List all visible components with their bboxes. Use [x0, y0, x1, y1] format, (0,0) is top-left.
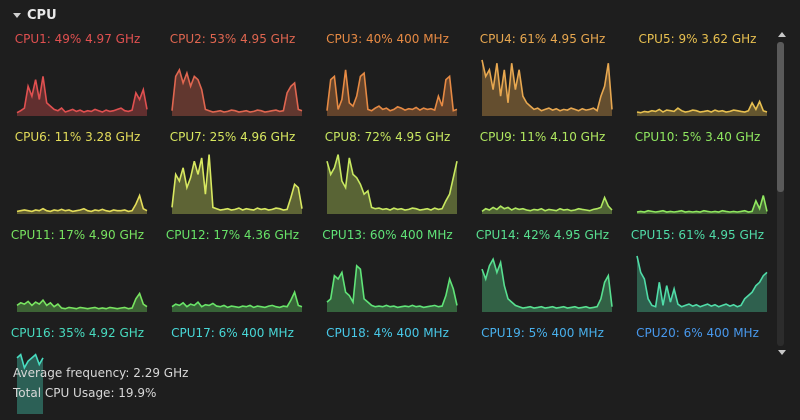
cpu-usage-area: [17, 354, 43, 414]
cpu-usage-graph: [326, 264, 458, 312]
cpu-usage-line: [16, 353, 44, 370]
cpu-core-label: CPU19: 5% 400 MHz: [481, 326, 604, 340]
cpu-usage-line: [326, 69, 458, 112]
cpu-usage-area: [172, 69, 302, 116]
cpu-usage-graph: [171, 67, 303, 116]
cpu-core-label: CPU18: 4% 400 MHz: [326, 326, 449, 340]
cpu-core-cell: CPU5: 9% 3.62 GHz: [620, 30, 775, 126]
scroll-down-arrow-icon[interactable]: [778, 350, 786, 355]
scroll-up-arrow-icon[interactable]: [778, 32, 786, 37]
cpu-usage-line: [171, 154, 303, 211]
cpu-core-label: CPU15: 61% 4.95 GHz: [630, 228, 765, 242]
collapse-triangle-icon[interactable]: [13, 13, 21, 18]
cpu-core-label: CPU12: 17% 4.36 GHz: [165, 228, 300, 242]
cpu-usage-graph: [171, 154, 303, 214]
cpu-usage-area: [482, 259, 612, 312]
cpu-usage-area: [327, 265, 457, 312]
cpu-usage-line: [16, 291, 148, 310]
cpu-core-cell: CPU8: 72% 4.95 GHz: [310, 128, 465, 224]
scrollbar-track[interactable]: [777, 42, 784, 346]
cpu-usage-graph: [16, 193, 148, 214]
section-title: CPU: [27, 8, 57, 23]
cpu-usage-line: [636, 99, 768, 114]
cpu-core-label: CPU3: 40% 400 MHz: [326, 32, 449, 46]
cpu-core-label: CPU17: 6% 400 MHz: [171, 326, 294, 340]
cpu-core-cell: CPU6: 11% 3.28 GHz: [0, 128, 155, 224]
cpu-usage-graph: [326, 69, 458, 116]
cpu-usage-area: [172, 154, 302, 214]
cpu-usage-line: [636, 255, 768, 308]
total-cpu-usage: Total CPU Usage: 19.9%: [13, 386, 157, 400]
cpu-core-cell: CPU10: 5% 3.40 GHz: [620, 128, 775, 224]
cpu-usage-graph: [16, 353, 44, 414]
cpu-usage-area: [172, 292, 302, 312]
cpu-core-label: CPU5: 9% 3.62 GHz: [638, 32, 757, 46]
cpu-usage-line: [16, 76, 148, 114]
cpu-core-cell: CPU4: 61% 4.95 GHz: [465, 30, 620, 126]
cpu-core-label: CPU10: 5% 3.40 GHz: [634, 130, 761, 144]
cpu-core-cell: CPU13: 60% 400 MHz: [310, 226, 465, 322]
cpu-usage-graph: [636, 255, 768, 312]
cpu-core-cell: CPU16: 35% 4.92 GHz: [0, 324, 155, 420]
cpu-usage-area: [637, 101, 767, 116]
cpu-core-cell: CPU19: 5% 400 MHz: [465, 324, 620, 420]
cpu-usage-graph: [636, 99, 768, 116]
cpu-usage-area: [327, 154, 457, 214]
average-frequency: Average frequency: 2.29 GHz: [13, 366, 189, 380]
cpu-usage-graph: [326, 154, 458, 214]
cpu-core-cell: CPU3: 40% 400 MHz: [310, 30, 465, 126]
cpu-core-label: CPU14: 42% 4.95 GHz: [475, 228, 610, 242]
cpu-core-cell: CPU18: 4% 400 MHz: [310, 324, 465, 420]
cpu-usage-graph: [171, 289, 303, 312]
cpu-usage-area: [637, 255, 767, 312]
cpu-usage-line: [636, 195, 768, 213]
vertical-scrollbar[interactable]: [776, 30, 789, 360]
cpu-core-label: CPU2: 53% 4.95 GHz: [169, 32, 296, 46]
cpu-usage-area: [482, 197, 612, 214]
cpu-core-cell: CPU2: 53% 4.95 GHz: [155, 30, 310, 126]
cpu-core-cell: CPU11: 17% 4.90 GHz: [0, 226, 155, 322]
cpu-usage-line: [481, 257, 613, 309]
cpu-core-label: CPU8: 72% 4.95 GHz: [324, 130, 451, 144]
cpu-usage-area: [482, 59, 612, 116]
cpu-core-label: CPU9: 11% 4.10 GHz: [479, 130, 606, 144]
cpu-usage-graph: [481, 195, 613, 214]
cpu-usage-graph: [636, 195, 768, 214]
cpu-core-label: CPU4: 61% 4.95 GHz: [479, 32, 606, 46]
cpu-usage-graph: [16, 76, 148, 116]
cpu-usage-line: [481, 59, 613, 113]
cpu-usage-line: [171, 67, 303, 113]
cpu-core-label: CPU13: 60% 400 MHz: [322, 228, 453, 242]
cpu-core-cell: CPU14: 42% 4.95 GHz: [465, 226, 620, 322]
cpu-core-label: CPU7: 25% 4.96 GHz: [169, 130, 296, 144]
cpu-usage-graph: [481, 59, 613, 116]
cpu-core-label: CPU1: 49% 4.97 GHz: [14, 32, 141, 46]
cpu-core-cell: CPU9: 11% 4.10 GHz: [465, 128, 620, 224]
cpu-core-cell: CPU12: 17% 4.36 GHz: [155, 226, 310, 322]
cpu-usage-area: [637, 195, 767, 214]
cpu-usage-line: [171, 289, 303, 309]
cpu-usage-graph: [481, 257, 613, 312]
cpu-core-label: CPU20: 6% 400 MHz: [636, 326, 759, 340]
cpu-usage-area: [17, 195, 147, 214]
cpu-core-label: CPU11: 17% 4.90 GHz: [10, 228, 145, 242]
cpu-usage-line: [326, 154, 458, 211]
cpu-core-cell: CPU1: 49% 4.97 GHz: [0, 30, 155, 126]
cpu-core-label: CPU6: 11% 3.28 GHz: [14, 130, 141, 144]
cpu-usage-line: [326, 264, 458, 309]
cpu-usage-area: [17, 293, 147, 312]
cpu-core-label: CPU16: 35% 4.92 GHz: [10, 326, 145, 340]
cpu-usage-line: [16, 193, 148, 213]
scrollbar-thumb[interactable]: [777, 42, 784, 192]
cpu-core-cell: CPU7: 25% 4.96 GHz: [155, 128, 310, 224]
cpu-core-grid: CPU1: 49% 4.97 GHz CPU2: 53% 4.95 GHz CPU3…: [0, 30, 776, 414]
cpu-usage-graph: [16, 291, 148, 312]
cpu-core-cell: CPU20: 6% 400 MHz: [620, 324, 775, 420]
cpu-core-cell: CPU15: 61% 4.95 GHz: [620, 226, 775, 322]
cpu-usage-line: [481, 195, 613, 213]
cpu-core-cell: CPU17: 6% 400 MHz: [155, 324, 310, 420]
cpu-section-header[interactable]: CPU: [0, 0, 776, 30]
